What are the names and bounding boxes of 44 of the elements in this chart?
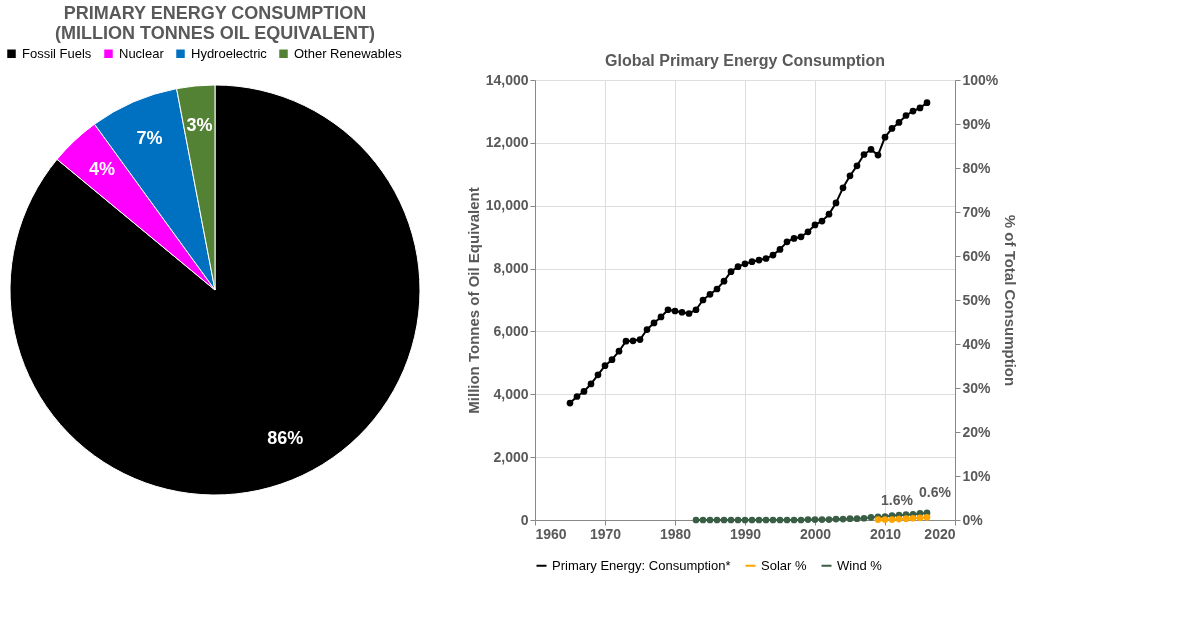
x-tick-label: 1960: [535, 525, 567, 542]
y2-tick-label: 100%: [962, 71, 999, 88]
y2-tick-label: 0%: [962, 511, 984, 528]
y2-tick-label: 40%: [962, 335, 992, 352]
y-tick-label: 10,000: [485, 197, 529, 214]
y-axis-title: Million Tonnes of Oil Equivalent: [464, 187, 482, 414]
legend-label: Hydroelectric: [191, 45, 268, 61]
legend-label: Primary Energy: Consumption*: [552, 557, 731, 573]
data-label: 1.6%: [881, 491, 914, 508]
y2-tick-label: 80%: [962, 159, 992, 176]
data-label: 0.6%: [919, 484, 952, 501]
y2-tick-label: 30%: [962, 379, 992, 396]
pie-slice: [9, 84, 421, 496]
x-tick-label: 2010: [869, 525, 902, 542]
y2-tick-label: 90%: [962, 115, 992, 132]
legend-label: Nuclear: [119, 45, 165, 61]
y-tick-label: 4,000: [493, 385, 529, 402]
x-tick-label: 1980: [659, 525, 692, 542]
data-label: 3%: [186, 114, 213, 135]
y-tick-label: 0: [520, 511, 529, 528]
x-tick-label: 2000: [799, 525, 832, 542]
x-tick-label: 2020: [924, 525, 956, 542]
y-tick-label: 12,000: [485, 134, 529, 151]
legend-label: Wind %: [837, 557, 883, 573]
y-tick-label: 6,000: [493, 322, 529, 339]
y-tick-label: 14,000: [485, 71, 529, 88]
y-tick-label: 2,000: [493, 448, 529, 465]
y2-tick-label: 70%: [962, 203, 992, 220]
data-label: 7%: [136, 127, 163, 148]
chart-title: Global Primary Energy Consumption: [604, 52, 886, 69]
legend-label: Fossil Fuels: [22, 45, 92, 61]
y2-tick-label: 20%: [962, 423, 992, 440]
chart-title: PRIMARY ENERGY CONSUMPTION (MILLION TONNES OIL EQUIVALENT): [54, 3, 376, 43]
data-label: 86%: [267, 428, 304, 449]
y2-tick-label: 50%: [962, 291, 992, 308]
y2-tick-label: 10%: [962, 467, 992, 484]
x-tick-label: 1990: [729, 525, 762, 542]
legend-label: Other Renewables: [294, 45, 403, 61]
y-tick-label: 8,000: [493, 260, 529, 277]
x-tick-label: 1970: [589, 525, 622, 542]
data-label: 4%: [89, 158, 116, 179]
y2-tick-label: 60%: [962, 247, 992, 264]
legend-label: Solar %: [761, 557, 807, 573]
y2-axis-title: % of Total Consumption: [1002, 214, 1020, 387]
